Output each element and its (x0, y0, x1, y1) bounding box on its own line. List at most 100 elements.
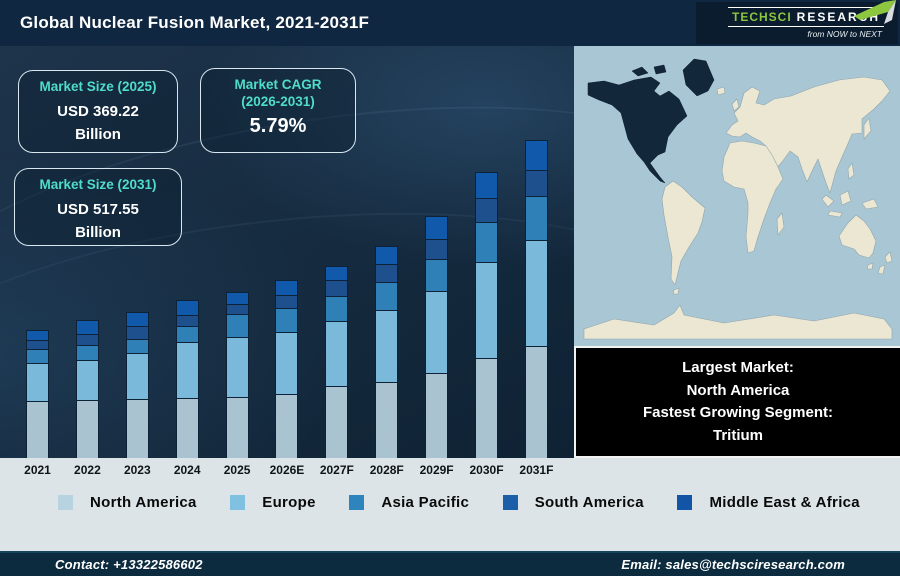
bar-segment-south-america (325, 280, 349, 296)
bar-segment-asia-pacific (225, 314, 249, 337)
bar-2025 (225, 292, 249, 458)
logo-wordmark: TechSci Research (727, 0, 896, 27)
bar-segment-asia-pacific (125, 339, 149, 353)
bar-segment-asia-pacific (275, 308, 299, 332)
legend-item-europe: Europe (230, 494, 315, 511)
caption-line: Largest Market: (682, 359, 794, 376)
footer-bar: Contact: +13322586602 Email: sales@techs… (0, 551, 900, 576)
map-continents (583, 76, 893, 340)
bar-segment-middle-east-africa (425, 216, 449, 239)
bar-segment-north-america (475, 358, 499, 458)
bar-segment-south-america (524, 170, 548, 196)
bar-segment-north-america (26, 401, 49, 458)
callout-unit: Billion (75, 223, 121, 241)
world-map (574, 46, 900, 344)
bar-segment-south-america (175, 315, 199, 326)
map-panel: Largest Market: North America Fastest Gr… (574, 46, 900, 458)
bar-segment-north-america (325, 386, 349, 458)
legend-label: North America (90, 494, 197, 511)
bar-2023 (125, 312, 149, 458)
bar-segment-south-america (275, 295, 299, 308)
bar-segment-europe (26, 363, 49, 401)
callout-market-cagr: Market CAGR (2026-2031) 5.79% (200, 68, 356, 153)
bar-segment-europe (475, 262, 499, 358)
bar-2029F (425, 216, 449, 458)
bar-2031F (524, 140, 548, 458)
chart-panel: Market Size (2025) USD 369.22 Billion Ma… (0, 46, 574, 458)
bar-segment-middle-east-africa (475, 172, 499, 198)
x-label-2031F: 2031F (519, 463, 554, 477)
logo-research-text: Research (796, 10, 880, 24)
bar-segment-middle-east-africa (375, 246, 399, 264)
legend-swatch (502, 495, 518, 510)
callout-market-size-2031: Market Size (2031) USD 517.55 Billion (14, 168, 182, 246)
legend-label: Asia Pacific (381, 494, 470, 511)
bar-2030F (475, 172, 499, 458)
footer-contact: Contact: +13322586602 (55, 557, 203, 572)
bar-2028F (375, 246, 399, 458)
map-north-america-highlight (587, 58, 715, 184)
largest-market-caption: Largest Market: North America Fastest Gr… (574, 346, 900, 458)
callout-heading: Market Size (2025) (39, 79, 157, 94)
legend-swatch (677, 495, 693, 510)
bar-segment-asia-pacific (524, 196, 548, 240)
x-label-2022: 2022 (74, 463, 101, 477)
legend-label: South America (534, 494, 644, 511)
legend-swatch (58, 495, 73, 510)
legend-item-asia-pacific: Asia Pacific (349, 494, 469, 511)
legend-item-middle-east-africa: Middle East & Africa (677, 494, 860, 511)
bar-segment-europe (275, 332, 299, 394)
bar-segment-north-america (175, 398, 199, 458)
callout-value: 5.79% (249, 114, 307, 137)
caption-line: Fastest Growing Segment: (642, 404, 834, 421)
bar-segment-south-america (475, 198, 499, 222)
footer-email: Email: sales@techsciresearch.com (621, 557, 845, 572)
bar-2026E (275, 280, 299, 458)
callout-market-size-2025: Market Size (2025) USD 369.22 Billion (18, 70, 178, 153)
legend-label: Middle East & Africa (709, 494, 860, 511)
bar-segment-europe (375, 310, 399, 382)
bar-segment-south-america (75, 334, 99, 345)
techsci-logo: TechSci Research from NOW to NEXT (696, 0, 898, 44)
bar-segment-south-america (375, 264, 399, 282)
legend-item-north-america: North America (58, 494, 197, 511)
x-label-2026E: 2026E (269, 463, 305, 477)
bar-segment-north-america (524, 346, 548, 458)
bar-segment-asia-pacific (175, 326, 199, 342)
bar-segment-europe (524, 240, 548, 346)
bar-segment-middle-east-africa (26, 330, 49, 340)
x-label-2027F: 2027F (319, 463, 354, 477)
bar-segment-europe (425, 291, 449, 373)
x-label-2030F: 2030F (469, 463, 504, 477)
logo-techsci-text: TechSci (731, 10, 792, 24)
chart-legend: North America Europe Asia Pacific South Ame… (0, 494, 900, 511)
callout-unit: Billion (75, 125, 121, 143)
bar-2022 (75, 320, 99, 458)
x-label-2029F: 2029F (419, 463, 454, 477)
bar-segment-south-america (125, 326, 149, 339)
bar-segment-asia-pacific (26, 349, 49, 363)
bar-segment-north-america (275, 394, 299, 458)
bar-segment-asia-pacific (425, 259, 449, 291)
bar-2024 (175, 300, 199, 458)
bars (26, 140, 548, 458)
bar-segment-middle-east-africa (225, 292, 249, 304)
bar-segment-middle-east-africa (275, 280, 299, 295)
legend-swatch (230, 495, 246, 510)
x-label-2025: 2025 (223, 463, 251, 477)
callout-value: USD 369.22 (57, 102, 139, 120)
bar-segment-south-america (26, 340, 49, 349)
x-label-2021: 2021 (24, 463, 51, 477)
bar-segment-north-america (375, 382, 399, 458)
bar-segment-asia-pacific (325, 296, 349, 321)
callout-value: USD 517.55 (57, 200, 139, 218)
bar-segment-asia-pacific (475, 222, 499, 262)
bar-segment-middle-east-africa (524, 140, 548, 170)
logo-arrow-icon (854, 0, 896, 33)
bar-segment-europe (75, 360, 99, 400)
callout-heading: Market CAGR (234, 77, 322, 92)
page-title: Global Nuclear Fusion Market, 2021-2031F (20, 13, 370, 32)
x-label-2024: 2024 (173, 463, 201, 477)
caption-line: North America (686, 381, 790, 399)
legend-label: Europe (262, 494, 316, 511)
